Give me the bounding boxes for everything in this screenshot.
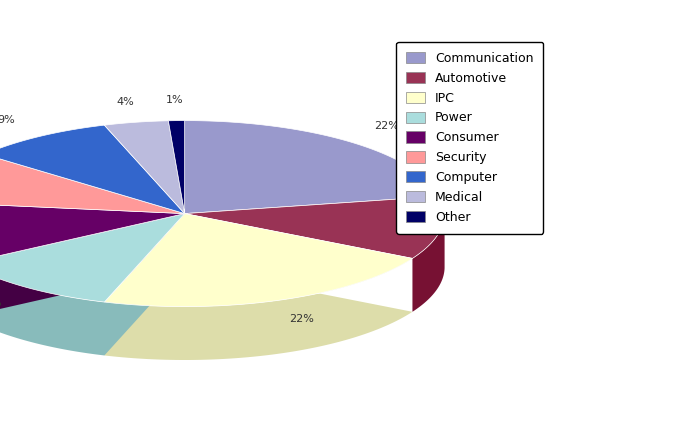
Polygon shape xyxy=(0,125,185,214)
Text: 11%: 11% xyxy=(0,298,3,308)
Polygon shape xyxy=(105,214,412,360)
Polygon shape xyxy=(0,214,185,317)
Polygon shape xyxy=(0,214,185,302)
Polygon shape xyxy=(105,121,185,214)
Polygon shape xyxy=(0,154,185,214)
Polygon shape xyxy=(105,214,412,307)
Legend: Communication, Automotive, IPC, Power, Consumer, Security, Computer, Medical, Ot: Communication, Automotive, IPC, Power, C… xyxy=(396,42,543,234)
Polygon shape xyxy=(412,214,445,312)
Polygon shape xyxy=(185,121,440,214)
Polygon shape xyxy=(0,214,185,356)
Text: 22%: 22% xyxy=(374,121,399,131)
Text: 1%: 1% xyxy=(166,95,183,105)
Text: 4%: 4% xyxy=(116,97,134,107)
Text: 22%: 22% xyxy=(289,314,314,324)
Text: 9%: 9% xyxy=(0,115,15,125)
Polygon shape xyxy=(168,121,185,214)
Polygon shape xyxy=(0,202,185,263)
Polygon shape xyxy=(185,196,445,259)
Text: 11%: 11% xyxy=(486,227,510,236)
